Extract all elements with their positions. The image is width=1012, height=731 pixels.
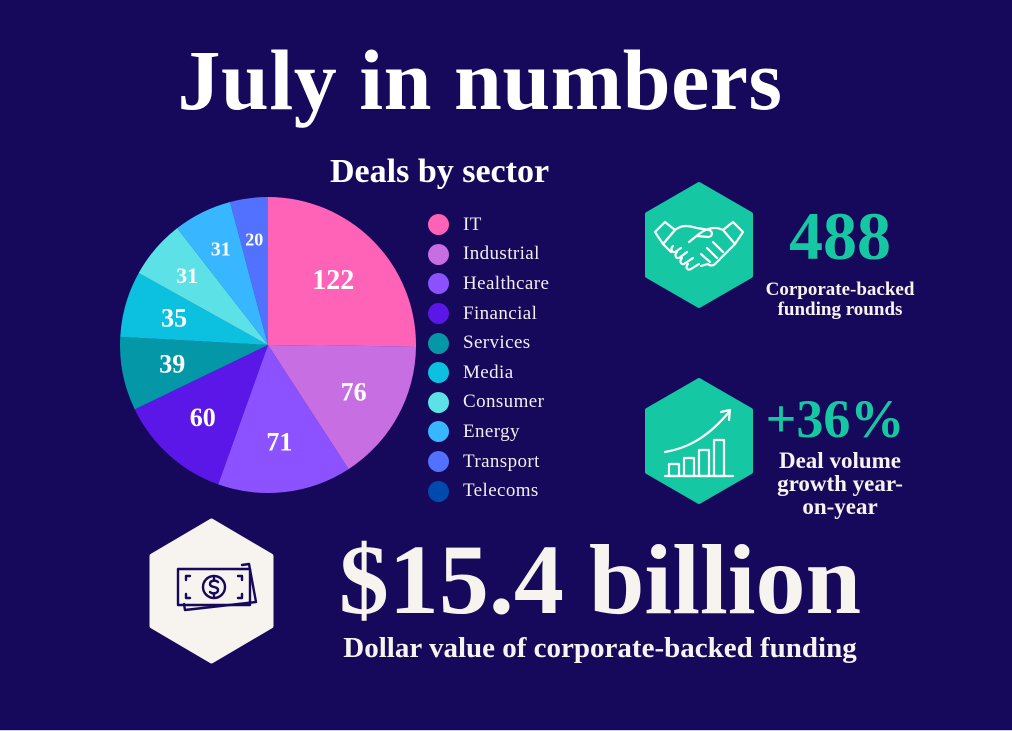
legend-swatch <box>428 303 449 325</box>
legend-item-industrial: Industrial <box>428 240 549 270</box>
pie-slice-media <box>120 272 268 345</box>
legend-label: Services <box>463 332 531 354</box>
pie-value-label: 35 <box>161 303 187 332</box>
legend-item-services: Services <box>428 328 549 358</box>
legend-item-consumer: Consumer <box>428 388 549 418</box>
growth-label-line3: on-year <box>802 494 878 519</box>
handshake-icon <box>653 220 745 271</box>
money-bills-icon <box>176 562 258 612</box>
dollar-value: $15.4 billion <box>338 524 862 635</box>
legend-label: IT <box>463 213 482 235</box>
money-hexagon <box>149 518 274 664</box>
pie-value-label: 20 <box>245 229 263 249</box>
rounds-label-line1: Corporate-backed <box>765 279 915 300</box>
legend-item-healthcare: Healthcare <box>428 269 549 299</box>
legend-swatch <box>428 391 449 413</box>
pie-value-label: 31 <box>176 263 198 288</box>
legend-label: Financial <box>463 302 538 324</box>
legend-swatch <box>428 243 449 265</box>
legend-swatch <box>428 273 449 295</box>
legend-swatch <box>428 332 449 354</box>
chart-legend: IT Industrial Healthcare Financial Servi… <box>428 210 549 506</box>
pie-slice-services <box>120 336 268 410</box>
pie-slice-financial <box>134 345 268 485</box>
legend-swatch <box>428 214 449 236</box>
pie-slice-energy <box>177 201 268 345</box>
legend-label: Telecoms <box>463 480 539 502</box>
rounds-label: Corporate-backed funding rounds <box>740 280 940 320</box>
pie-slice-consumer <box>138 228 268 345</box>
rounds-label-line2: funding rounds <box>777 299 903 320</box>
legend-item-telecoms: Telecoms <box>428 476 549 506</box>
rounds-value: 488 <box>789 198 891 274</box>
legend-swatch <box>428 362 449 384</box>
chart-title: Deals by sector <box>330 153 550 190</box>
pie-slice-industrial <box>268 345 416 470</box>
legend-item-financial: Financial <box>428 299 549 329</box>
legend-label: Industrial <box>463 243 540 265</box>
legend-label: Energy <box>463 420 520 442</box>
legend-item-transport: Transport <box>428 447 549 477</box>
growth-label: Deal volume growth year- on-year <box>760 449 920 518</box>
growth-hexagon <box>645 378 753 504</box>
pie-value-label: 76 <box>341 378 367 407</box>
legend-swatch <box>428 480 449 502</box>
legend-item-media: Media <box>428 358 549 388</box>
legend-item-it: IT <box>428 210 549 240</box>
growth-value: +36% <box>765 389 905 449</box>
pie-value-label: 31 <box>211 239 231 261</box>
legend-label: Healthcare <box>463 272 550 294</box>
growth-label-line2: growth year- <box>777 471 903 496</box>
growth-chart-icon <box>663 408 735 478</box>
legend-label: Consumer <box>463 391 545 413</box>
legend-swatch <box>428 451 449 473</box>
pie-slice-transport <box>230 197 268 345</box>
legend-label: Media <box>463 361 514 383</box>
pie-slice-healthcare <box>218 345 349 493</box>
handshake-hexagon <box>645 182 753 308</box>
dollar-label: Dollar value of corporate-backed funding <box>343 632 857 664</box>
legend-label: Transport <box>463 450 540 472</box>
page-title: July in numbers <box>177 32 783 128</box>
legend-swatch <box>428 421 449 443</box>
pie-slice-it <box>268 197 416 347</box>
legend-item-energy: Energy <box>428 417 549 447</box>
pie-value-label: 71 <box>266 428 292 457</box>
pie-value-label: 122 <box>312 265 354 296</box>
growth-label-line1: Deal volume <box>778 448 901 473</box>
pie-value-label: 39 <box>159 350 185 379</box>
pie-value-label: 60 <box>190 403 216 432</box>
